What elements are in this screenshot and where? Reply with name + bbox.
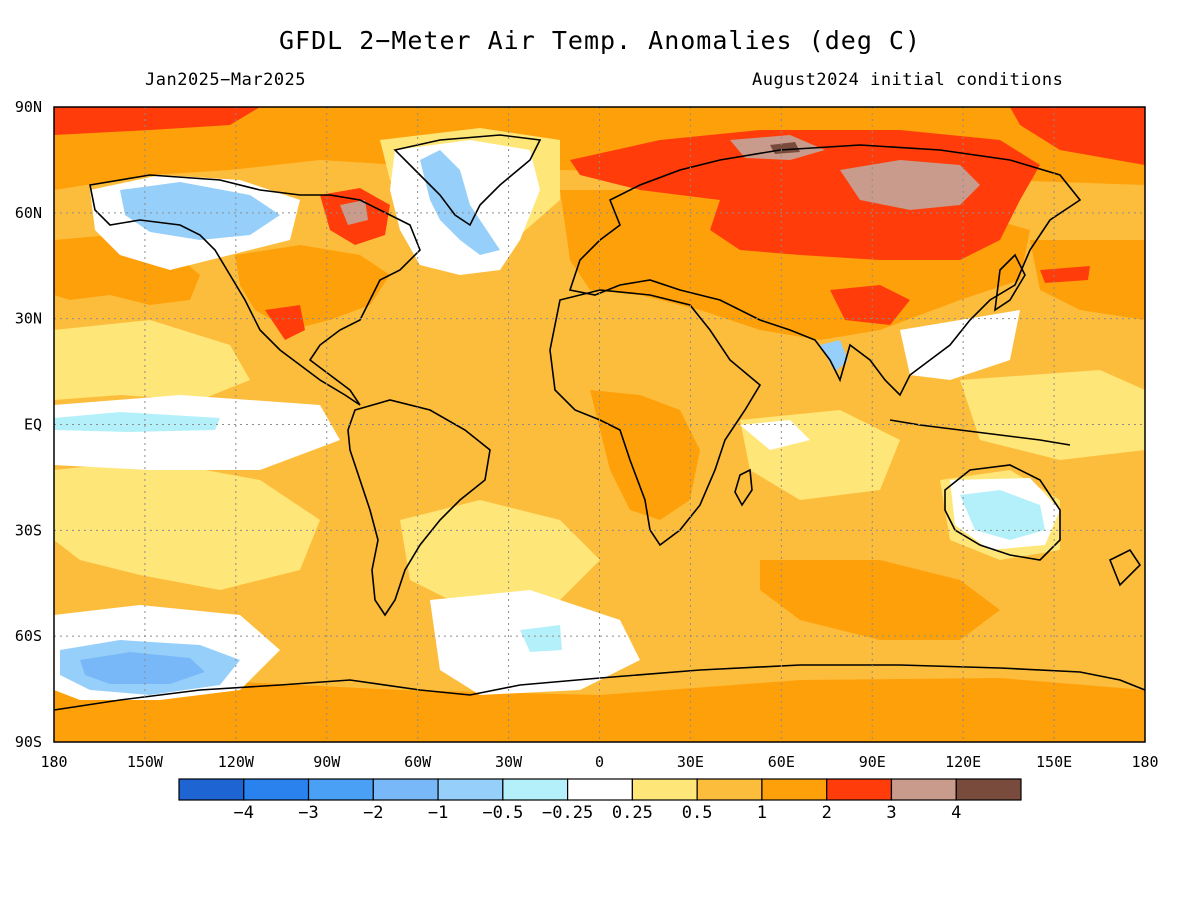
longitude-label: 30W (495, 753, 523, 771)
colorbar (178, 778, 1022, 801)
latitude-label: 90S (15, 733, 42, 751)
colorbar-tick-label: −2 (363, 803, 383, 823)
longitude-label: 120W (218, 753, 255, 771)
colorbar-swatch (243, 778, 310, 801)
anomaly-region-s-pacific (54, 460, 320, 590)
anomaly-region-eq-pacific-cold (54, 412, 220, 432)
longitude-label: 60W (404, 753, 432, 771)
anomaly-region-mexico-hot (265, 305, 305, 340)
anomaly-region-w-pacific (960, 370, 1145, 460)
colorbar-swatch (631, 778, 698, 801)
colorbar-tick-label: −3 (298, 803, 318, 823)
forecast-period: Jan2025−Mar2025 (145, 70, 307, 90)
colorbar-tick-label: 0.25 (612, 803, 653, 823)
colorbar-swatch (307, 778, 374, 801)
coastline-australia (944, 464, 1061, 561)
colorbar-tick-label: 2 (822, 803, 832, 823)
longitude-label: 90E (859, 753, 886, 771)
colorbar-tick-label: 1 (757, 803, 767, 823)
colorbar-swatch (696, 778, 763, 801)
colorbar-swatch (502, 778, 569, 801)
colorbar-tick-label: −4 (234, 803, 254, 823)
longitude-label: 90W (313, 753, 341, 771)
anomaly-region-npacific-hot (1040, 266, 1090, 283)
anomaly-region-arctic-hot (54, 107, 260, 135)
colorbar-tick-label: −0.25 (542, 803, 593, 823)
anomaly-region-s-china (900, 310, 1020, 380)
longitude-label: 150W (127, 753, 164, 771)
longitude-label: 120E (945, 753, 981, 771)
coastline-africa (549, 289, 762, 547)
initial-conditions-label: August2024 initial conditions (752, 70, 1064, 90)
coastline-south-america (347, 399, 491, 617)
anomaly-region-australia-cold (960, 490, 1045, 540)
coastline-indonesia (889, 419, 1071, 446)
coastline-antarctica (54, 664, 1145, 711)
longitude-label: 60E (768, 753, 795, 771)
anomaly-region-antarctic-coldest (80, 652, 205, 684)
colorbar-swatch (826, 778, 893, 801)
longitude-label: 180 (40, 753, 67, 771)
colorbar-swatch (955, 778, 1022, 801)
coastline-japan (993, 253, 1026, 312)
anomaly-region-alaska-cold (120, 182, 280, 240)
chart-title: GFDL 2−Meter Air Temp. Anomalies (deg C) (278, 26, 922, 55)
coastlines (54, 134, 1145, 711)
colorbar-tick-label: −1 (428, 803, 448, 823)
latitude-label: 60N (15, 204, 42, 222)
anomaly-region-indian-white (740, 420, 810, 450)
latitude-label: EQ (24, 416, 42, 434)
coastline-madagascar (734, 468, 753, 507)
colorbar-swatch (890, 778, 957, 801)
longitude-label: 150E (1036, 753, 1072, 771)
anomaly-region-arctic-east-hot (1010, 107, 1145, 165)
anomaly-region-s-atlantic (400, 500, 600, 610)
anomaly-region-tibet-hot (830, 285, 910, 325)
anomaly-region-siberia-hottest (840, 160, 980, 210)
anomaly-region-e-pacific (54, 320, 250, 400)
colorbar-tick-label: 4 (951, 803, 961, 823)
colorbar-labels: −4 −3 −2 −1 −0.5 −0.25 0.25 0.5 1 2 3 4 (234, 803, 962, 823)
longitude-labels: 180 150W 120W 90W 60W 30W 0 30E 60E 90E 120E 150E 18… (40, 753, 1158, 771)
colorbar-tick-label: −0.5 (482, 803, 523, 823)
colorbar-swatch (567, 778, 633, 801)
coastline-greenland (393, 134, 542, 227)
map-frame (53, 106, 1146, 743)
longitude-label: 180 (1131, 753, 1158, 771)
longitude-label: 0 (595, 753, 604, 771)
colorbar-tick-label: 0.5 (682, 803, 713, 823)
graticule (54, 107, 1145, 742)
longitude-label: 30E (677, 753, 704, 771)
latitude-label: 60S (15, 627, 42, 645)
colorbar-swatch (437, 778, 504, 801)
colorbar-swatch (761, 778, 828, 801)
colorbar-swatch (178, 778, 245, 801)
colorbar-swatch (372, 778, 439, 801)
latitude-labels: 90N 60N 30N EQ 30S 60S 90S (15, 98, 42, 751)
anomaly-region-s-atlantic-cold (520, 625, 562, 652)
latitude-label: 30N (15, 310, 42, 328)
latitude-label: 30S (15, 521, 42, 539)
coastline-new-zealand (1108, 548, 1142, 587)
anomaly-region-s-indian (760, 560, 1000, 640)
coastline-europe-asia (568, 144, 1082, 397)
anomaly-region-india-cold (820, 340, 848, 372)
latitude-label: 90N (15, 98, 42, 116)
anomaly-region-africa (590, 390, 700, 520)
colorbar-tick-label: 3 (886, 803, 896, 823)
anomaly-shading (54, 107, 1145, 742)
coastline-north-america (89, 174, 421, 406)
anomaly-region-greenland-cold (420, 150, 500, 255)
